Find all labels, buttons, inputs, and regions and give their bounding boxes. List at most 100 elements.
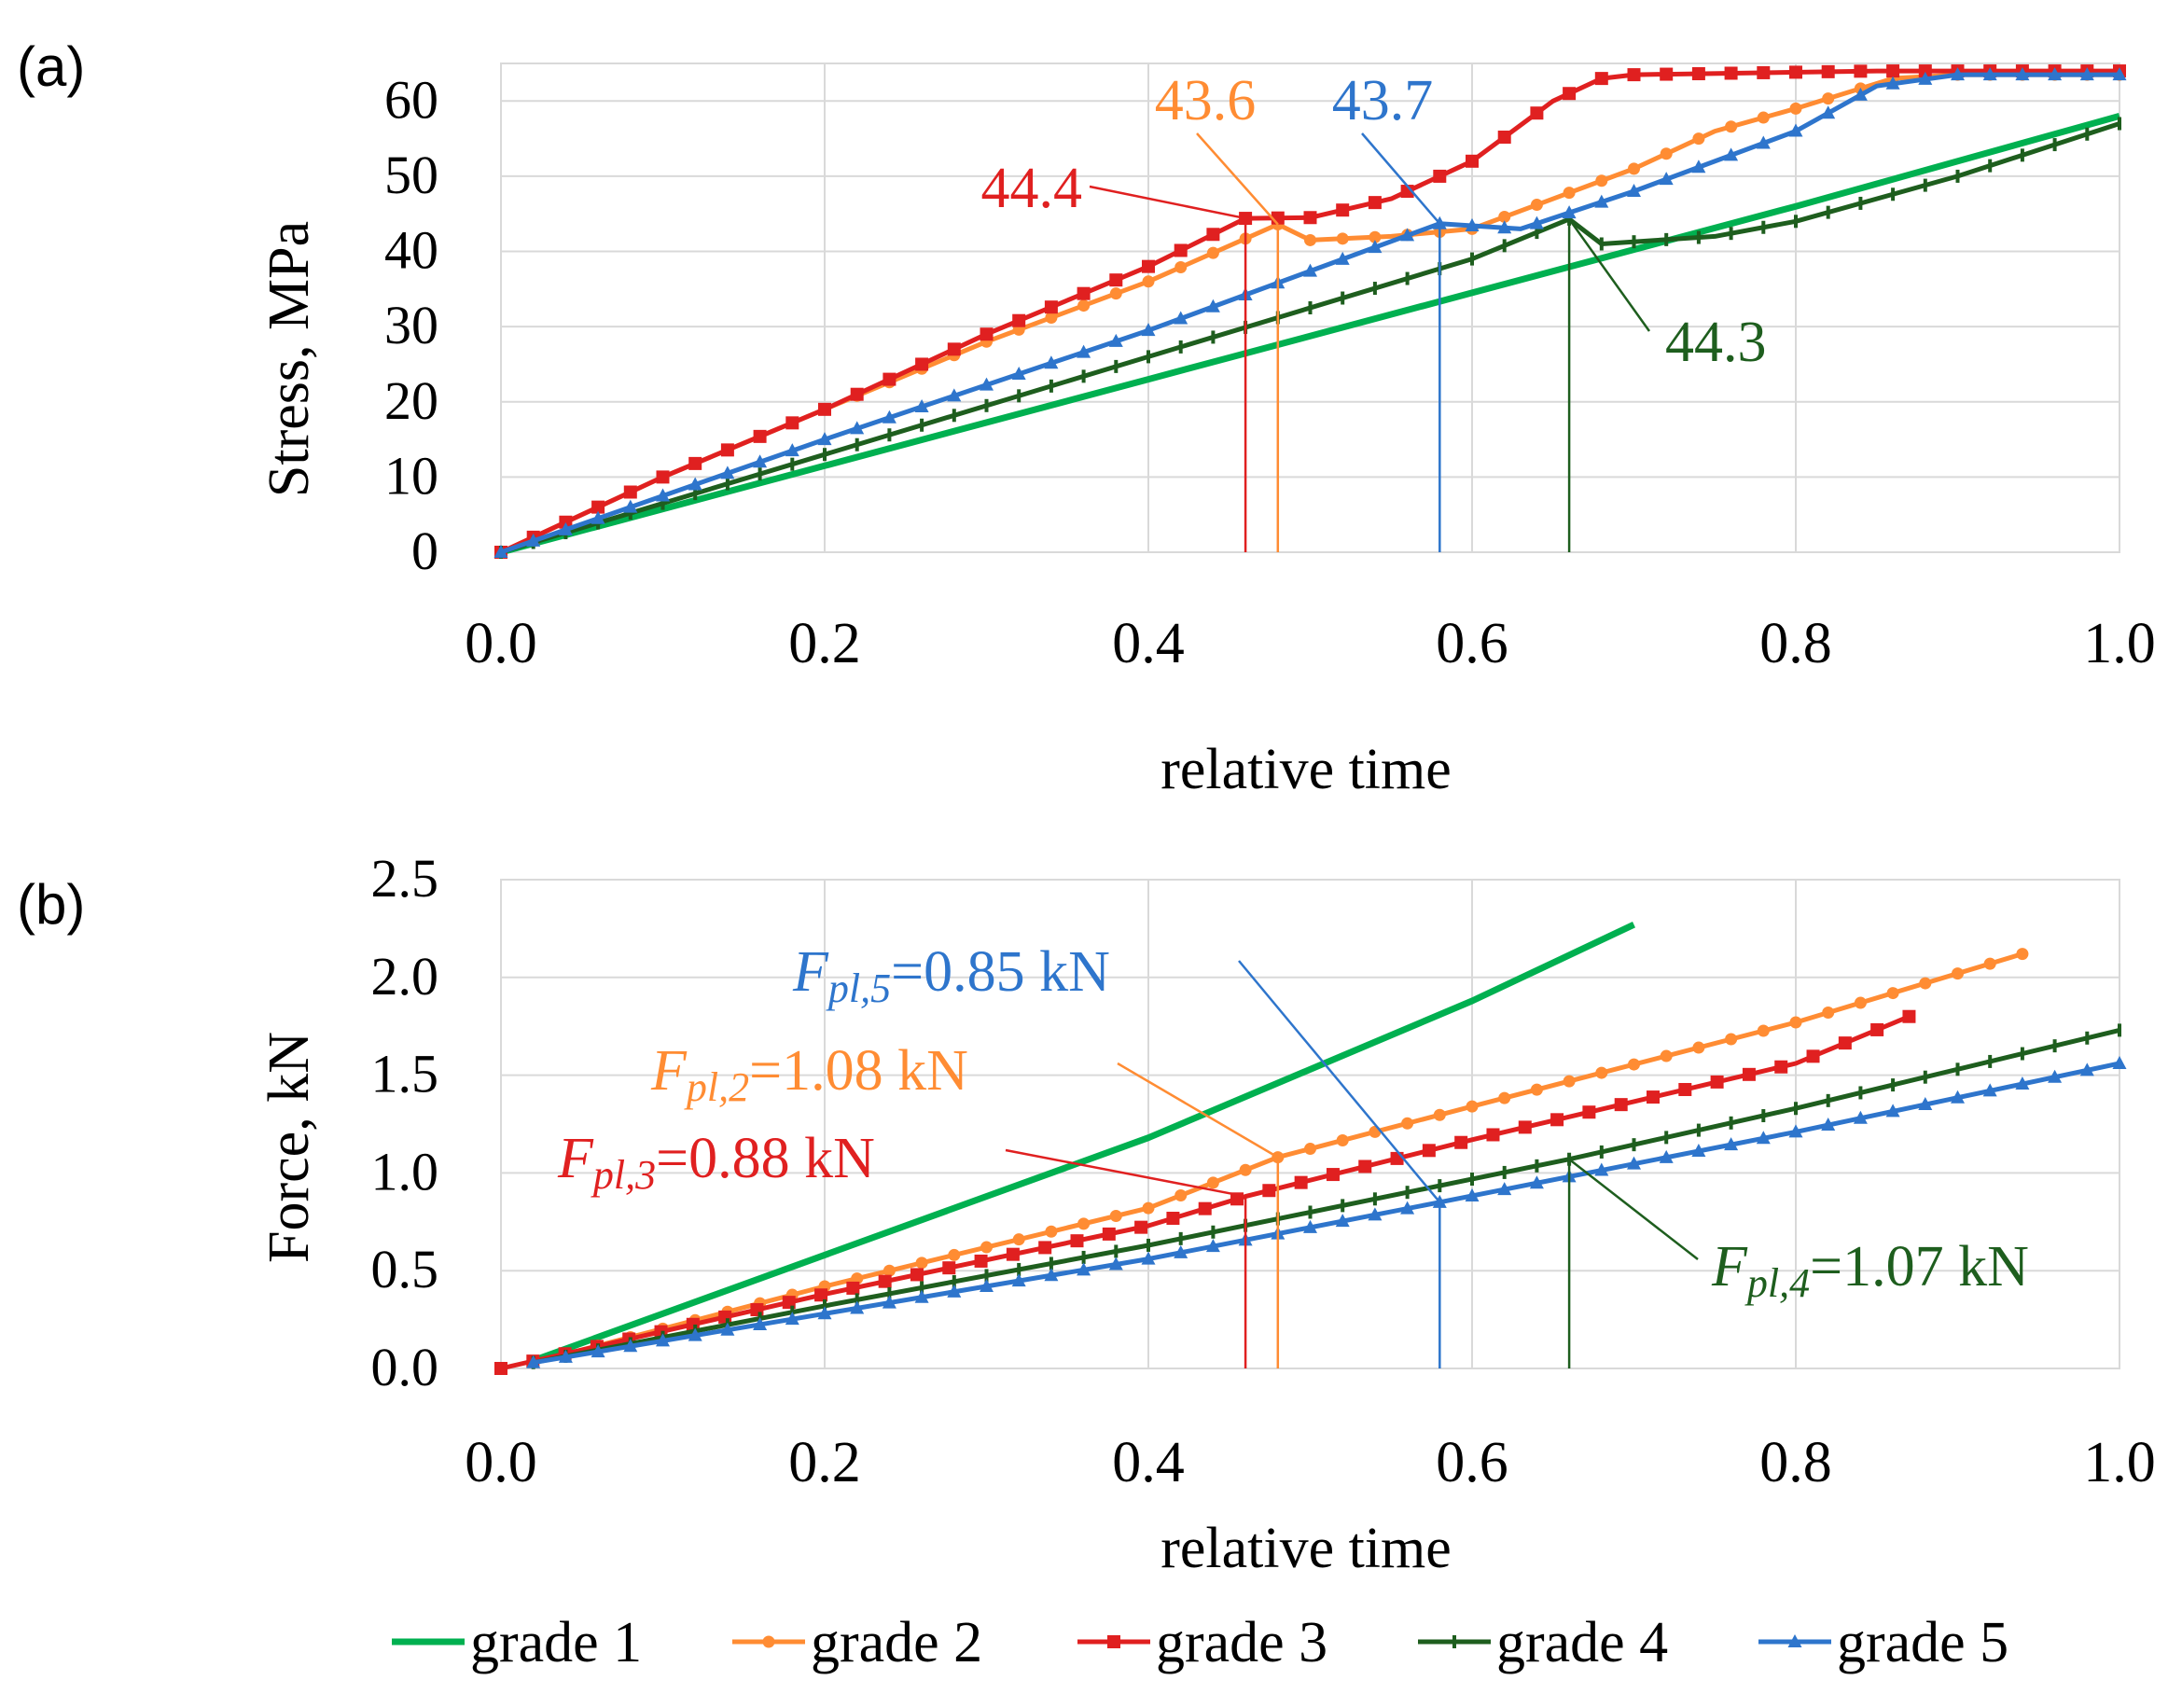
y-tick-label: 20 bbox=[384, 370, 438, 431]
data-point-grade-2 bbox=[1789, 1016, 1802, 1029]
data-point-grade-5 bbox=[688, 1327, 702, 1341]
y-axis-label-b: Force, kN bbox=[257, 1032, 321, 1263]
data-point-grade-5 bbox=[1853, 87, 1868, 101]
data-point-grade-5 bbox=[914, 1289, 929, 1303]
data-point-grade-2 bbox=[1725, 120, 1738, 133]
data-point-grade-3 bbox=[1466, 154, 1479, 168]
y-tick-label: 60 bbox=[384, 69, 438, 130]
data-point-grade-5 bbox=[493, 545, 508, 558]
data-point-grade-2 bbox=[1789, 102, 1802, 115]
data-point-grade-3 bbox=[1433, 169, 1447, 183]
grid-b bbox=[500, 879, 2120, 1369]
data-point-grade-3 bbox=[947, 342, 961, 356]
annotation-label: 43.6 bbox=[1155, 69, 1257, 132]
data-point-grade-5 bbox=[1594, 194, 1609, 208]
data-point-grade-3 bbox=[1109, 273, 1123, 287]
data-point-grade-3 bbox=[1774, 1060, 1788, 1074]
data-point-grade-2 bbox=[1530, 1083, 1543, 1096]
data-point-grade-2 bbox=[1142, 275, 1155, 288]
data-point-grade-5 bbox=[2112, 67, 2127, 81]
data-point-grade-3 bbox=[1390, 1151, 1404, 1165]
x-axis-label-a: relative time bbox=[1160, 738, 1452, 801]
annotations-b: Fpl,5=0.85 kN Fpl,2=1.08 kN Fpl,3=0.88 kN F… bbox=[557, 940, 2029, 1368]
data-point-grade-5 bbox=[1951, 1090, 1965, 1104]
legend-label: grade 3 bbox=[1156, 1611, 1327, 1674]
data-point-grade-2 bbox=[1822, 92, 1835, 105]
data-point-grade-3 bbox=[1902, 1009, 1916, 1023]
annotation-label: Fpl,5=0.85 kN bbox=[792, 940, 1110, 1011]
series-a bbox=[493, 64, 2127, 559]
y-tick-label: 2.5 bbox=[371, 848, 439, 909]
annotations-a: 44.4 43.6 43.7 44.3 bbox=[981, 69, 1767, 552]
data-point-grade-5 bbox=[1400, 1201, 1415, 1215]
data-point-grade-5 bbox=[688, 477, 702, 491]
data-point-grade-5 bbox=[1627, 1156, 1641, 1170]
data-point-grade-3 bbox=[1838, 1036, 1852, 1050]
data-point-grade-2 bbox=[980, 1241, 993, 1254]
data-point-grade-5 bbox=[1529, 1175, 1544, 1189]
annotation-leader bbox=[1005, 1148, 1246, 1198]
annotation-leader bbox=[1117, 1062, 1279, 1159]
data-point-grade-5 bbox=[1982, 67, 1997, 81]
data-point-grade-5 bbox=[1788, 123, 1803, 137]
data-point-grade-3 bbox=[1422, 1144, 1436, 1158]
data-point-grade-5 bbox=[753, 454, 768, 468]
data-point-grade-5 bbox=[1335, 251, 1350, 265]
data-point-grade-5 bbox=[882, 410, 896, 424]
data-point-grade-5 bbox=[817, 1306, 832, 1320]
data-point-grade-3 bbox=[1563, 87, 1577, 101]
data-point-grade-5 bbox=[1756, 1131, 1771, 1145]
data-point-grade-5 bbox=[2015, 67, 2030, 81]
data-point-grade-3 bbox=[1206, 228, 1220, 242]
legend-label: grade 2 bbox=[811, 1611, 982, 1674]
data-point-grade-5 bbox=[1788, 1124, 1803, 1138]
data-point-grade-3 bbox=[1742, 1067, 1756, 1081]
data-point-grade-2 bbox=[1757, 1024, 1770, 1037]
data-point-grade-3 bbox=[1400, 185, 1414, 199]
data-point-grade-5 bbox=[591, 510, 605, 524]
data-point-grade-2 bbox=[1563, 187, 1576, 200]
annotation-label: Fpl,2=1.08 kN bbox=[650, 1039, 968, 1110]
data-point-grade-5 bbox=[947, 388, 962, 402]
data-point-grade-5 bbox=[1011, 366, 1026, 380]
data-point-grade-3 bbox=[910, 1268, 924, 1282]
data-point-grade-5 bbox=[656, 488, 670, 502]
data-point-grade-5 bbox=[850, 421, 865, 435]
x-tick-label: 0.2 bbox=[788, 1431, 861, 1494]
data-point-grade-3 bbox=[1336, 203, 1350, 217]
data-point-grade-5 bbox=[1141, 323, 1156, 337]
data-point-grade-3 bbox=[1294, 1175, 1308, 1189]
data-point-grade-2 bbox=[1433, 1108, 1446, 1121]
data-point-grade-5 bbox=[623, 1339, 638, 1353]
data-point-grade-3 bbox=[1044, 300, 1058, 314]
panel-label-b: (b) bbox=[17, 873, 85, 936]
y-ticks-a: 0 10 20 30 40 50 60 bbox=[384, 69, 438, 581]
data-point-grade-5 bbox=[1011, 1273, 1026, 1287]
data-point-grade-5 bbox=[1691, 160, 1706, 174]
data-point-grade-2 bbox=[1109, 287, 1122, 300]
data-point-grade-2 bbox=[1952, 967, 1964, 980]
data-point-grade-5 bbox=[720, 465, 735, 479]
data-point-grade-5 bbox=[2112, 1056, 2127, 1070]
data-point-grade-5 bbox=[1465, 217, 1480, 231]
data-point-grade-5 bbox=[1821, 1118, 1836, 1132]
series-line-grade-4 bbox=[533, 1027, 2120, 1366]
data-point-grade-2 bbox=[1660, 1049, 1673, 1062]
data-point-grade-3 bbox=[1886, 64, 1900, 78]
data-point-grade-3 bbox=[1142, 259, 1155, 273]
data-point-grade-2 bbox=[1304, 1143, 1316, 1156]
series-line-grade-5 bbox=[533, 1061, 2120, 1366]
data-point-grade-5 bbox=[558, 521, 573, 535]
data-point-grade-2 bbox=[1369, 1125, 1382, 1138]
y-tick-label: 40 bbox=[384, 220, 438, 281]
y-tick-label: 0.0 bbox=[371, 1337, 439, 1397]
data-point-grade-5 bbox=[1303, 263, 1317, 277]
data-point-grade-5 bbox=[753, 1316, 768, 1330]
annotation-label: 44.3 bbox=[1665, 311, 1767, 374]
y-tick-label: 0 bbox=[411, 521, 438, 581]
y-tick-label: 50 bbox=[384, 145, 438, 205]
x-tick-label: 0.2 bbox=[788, 612, 861, 675]
data-point-grade-5 bbox=[1497, 220, 1512, 234]
